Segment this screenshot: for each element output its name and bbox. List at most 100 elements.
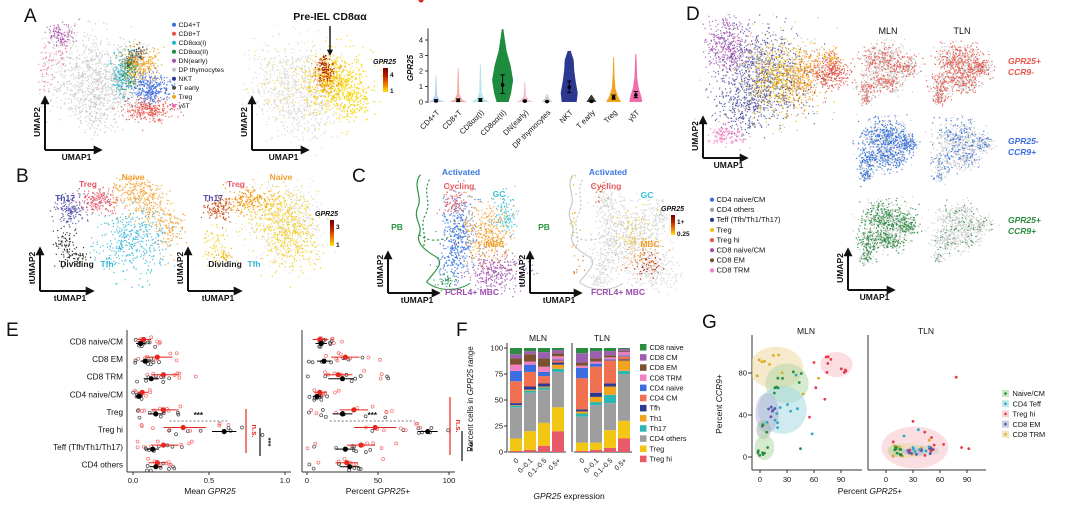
panel-e-dotplots: CD8 naive/CM CD8 EM CD8 TRM CD4 naive/CM Tre… bbox=[53, 330, 475, 496]
svg-text:CD4 naive: CD4 naive bbox=[650, 383, 684, 392]
a-umap-gpr25 bbox=[242, 24, 392, 156]
svg-text:4: 4 bbox=[419, 36, 423, 45]
d-mln-gpr25pos-ccr9neg bbox=[850, 38, 926, 112]
svg-text:0.1–0.5: 0.1–0.5 bbox=[527, 457, 549, 479]
svg-text:Treg: Treg bbox=[717, 225, 732, 234]
b-tumap-celltypes bbox=[48, 176, 188, 294]
svg-text:GPR25+: GPR25+ bbox=[1008, 215, 1041, 225]
svg-text:50: 50 bbox=[495, 396, 503, 405]
svg-text:UMAP1: UMAP1 bbox=[860, 292, 890, 302]
svg-text:γδT: γδT bbox=[626, 108, 642, 124]
svg-text:CD8 naive/CM: CD8 naive/CM bbox=[70, 338, 123, 347]
svg-text:0: 0 bbox=[884, 475, 888, 484]
svg-text:GPR25+: GPR25+ bbox=[1008, 56, 1041, 66]
panel-label-g: G bbox=[702, 312, 717, 333]
svg-text:75: 75 bbox=[495, 370, 503, 379]
svg-text:0: 0 bbox=[758, 475, 762, 484]
svg-text:***: *** bbox=[466, 442, 475, 451]
panel-label-e: E bbox=[6, 320, 19, 341]
d-tln-gpr25pos-ccr9neg bbox=[924, 38, 1000, 112]
g-panel-tln bbox=[881, 375, 971, 469]
svg-text:CD4 others: CD4 others bbox=[717, 205, 755, 214]
svg-text:Percent GPR25+: Percent GPR25+ bbox=[346, 486, 411, 496]
svg-text:Treg hi: Treg hi bbox=[1013, 410, 1036, 419]
svg-text:***: *** bbox=[368, 411, 378, 420]
svg-text:0.5+: 0.5+ bbox=[548, 457, 563, 472]
svg-text:n.s.: n.s. bbox=[454, 420, 463, 433]
svg-text:Treg hi: Treg hi bbox=[717, 235, 740, 244]
panel-label-d: D bbox=[686, 4, 700, 25]
svg-text:90: 90 bbox=[837, 475, 845, 484]
svg-text:CD8 TRM: CD8 TRM bbox=[717, 266, 750, 275]
svg-text:GPR25 expression: GPR25 expression bbox=[533, 491, 605, 501]
panel-g-scatter: 0 40 80 Percent CCR9+ Percent GPR25+ 0 30 60 90 0… bbox=[714, 335, 1045, 496]
svg-text:CD8 TRM: CD8 TRM bbox=[1013, 430, 1046, 439]
svg-text:90: 90 bbox=[963, 475, 971, 484]
svg-text:MLN: MLN bbox=[797, 326, 815, 336]
svg-text:0: 0 bbox=[305, 476, 309, 485]
svg-text:CD4 others: CD4 others bbox=[650, 434, 687, 443]
svg-text:Treg hi: Treg hi bbox=[650, 454, 673, 463]
svg-text:CD4 others: CD4 others bbox=[82, 461, 123, 470]
svg-text:0.5+: 0.5+ bbox=[614, 457, 629, 472]
svg-text:3: 3 bbox=[336, 224, 340, 231]
d-umap-main bbox=[694, 14, 869, 164]
svg-text:Percent cells in GPR25 range: Percent cells in GPR25 range bbox=[466, 346, 475, 452]
panel-f-stackedbars: 0 25 50 75 100 Percent cells in GPR25 range GP… bbox=[466, 343, 687, 501]
svg-text:100: 100 bbox=[490, 344, 503, 353]
panel-label-c: C bbox=[352, 166, 366, 187]
svg-text:DN(early): DN(early) bbox=[501, 108, 530, 137]
svg-text:CD4+T: CD4+T bbox=[418, 108, 442, 132]
svg-text:50: 50 bbox=[374, 476, 382, 485]
svg-text:tUMAP1: tUMAP1 bbox=[54, 293, 87, 303]
b-tumap-gpr25 bbox=[196, 176, 336, 294]
d-mln-gpr25neg-ccr9pos bbox=[850, 114, 926, 188]
svg-text:Treg: Treg bbox=[602, 108, 619, 125]
panel-label-f: F bbox=[456, 320, 468, 341]
svg-text:GPR25: GPR25 bbox=[406, 54, 415, 81]
svg-text:tUMAP2: tUMAP2 bbox=[27, 251, 37, 284]
svg-text:CD8 EM: CD8 EM bbox=[650, 363, 678, 372]
svg-text:40: 40 bbox=[739, 411, 747, 420]
svg-text:2: 2 bbox=[419, 67, 423, 76]
svg-text:UMAP2: UMAP2 bbox=[835, 253, 845, 283]
panel-a-violin: 0 1 2 3 4 GPR25 CD4+TCD8+TCD8αα(I)CD8αα(II)DN(… bbox=[406, 28, 643, 150]
svg-text:Naive/CM: Naive/CM bbox=[1013, 389, 1045, 398]
svg-text:MLN: MLN bbox=[426, 0, 442, 2]
svg-text:CD8 EM: CD8 EM bbox=[92, 355, 123, 364]
svg-text:T early: T early bbox=[574, 108, 597, 131]
svg-text:DP thymocytes: DP thymocytes bbox=[510, 108, 552, 150]
svg-text:0.1–0.5: 0.1–0.5 bbox=[593, 457, 615, 479]
svg-text:NKT: NKT bbox=[558, 108, 575, 125]
svg-text:CD4 naive/CM: CD4 naive/CM bbox=[717, 195, 766, 204]
svg-text:CCR9+: CCR9+ bbox=[1008, 147, 1036, 157]
svg-text:1: 1 bbox=[419, 82, 423, 91]
svg-text:UMAP1: UMAP1 bbox=[62, 152, 92, 162]
panel-label-b: B bbox=[16, 166, 29, 187]
d-mln-gpr25pos-ccr9pos bbox=[850, 196, 926, 270]
svg-text:CD4 Teff: CD4 Teff bbox=[1013, 399, 1042, 408]
svg-text:***: *** bbox=[194, 411, 204, 420]
svg-text:Th17: Th17 bbox=[650, 424, 667, 433]
svg-text:CD8αα(II): CD8αα(II) bbox=[478, 108, 508, 138]
svg-text:TLN: TLN bbox=[594, 333, 610, 343]
svg-text:CD8 naive: CD8 naive bbox=[650, 343, 684, 352]
svg-text:***: *** bbox=[264, 438, 273, 447]
svg-text:CD8 naive/CM: CD8 naive/CM bbox=[717, 246, 766, 255]
svg-text:n.s.: n.s. bbox=[250, 425, 259, 438]
svg-text:Treg hi: Treg hi bbox=[98, 426, 123, 435]
svg-text:Percent CCR9+: Percent CCR9+ bbox=[714, 374, 724, 434]
svg-text:80: 80 bbox=[739, 369, 747, 378]
svg-text:0.0: 0.0 bbox=[128, 476, 138, 485]
svg-text:MLN: MLN bbox=[529, 333, 547, 343]
svg-text:Teff (Tfh/Th1/Th17): Teff (Tfh/Th1/Th17) bbox=[717, 215, 782, 224]
svg-text:0: 0 bbox=[743, 453, 747, 462]
svg-text:Tfh: Tfh bbox=[650, 404, 661, 413]
svg-text:100: 100 bbox=[443, 476, 456, 485]
svg-text:tUMAP1: tUMAP1 bbox=[202, 293, 235, 303]
svg-text:tUMAP2: tUMAP2 bbox=[375, 254, 385, 287]
svg-text:CD8 TRM: CD8 TRM bbox=[87, 373, 123, 382]
panel-label-a: A bbox=[24, 6, 37, 27]
